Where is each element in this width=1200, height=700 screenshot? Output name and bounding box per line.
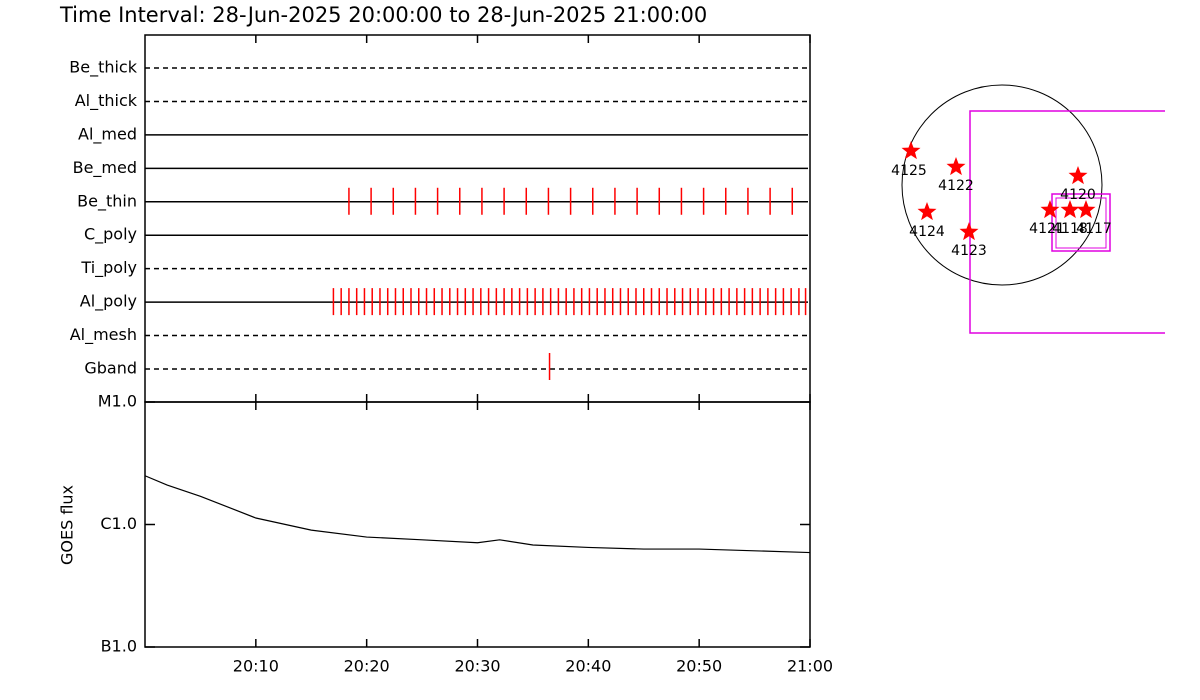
y-axis-label: GOES flux: [58, 485, 77, 565]
x-tick-label: 20:20: [344, 657, 390, 676]
region-star: [1076, 200, 1096, 219]
row-label: C_poly: [84, 225, 137, 245]
x-tick-label: 21:00: [787, 657, 833, 676]
y-tick-label: M1.0: [98, 392, 137, 411]
region-label: 4118: [1052, 221, 1088, 237]
region-star: [946, 157, 966, 176]
x-tick-label: 20:40: [565, 657, 611, 676]
row-label: Be_med: [73, 158, 137, 178]
row-label: Al_med: [78, 124, 137, 144]
x-tick-label: 20:10: [233, 657, 279, 676]
row-label: Al_poly: [80, 292, 137, 312]
region-label: 4120: [1060, 187, 1096, 203]
x-tick-label: 20:50: [676, 657, 722, 676]
solar-disk: [901, 84, 1103, 286]
region-label: 4124: [909, 224, 945, 240]
row-label: Al_mesh: [70, 325, 137, 345]
region-label: 4123: [951, 243, 987, 259]
timeline-frame: [144, 34, 811, 403]
fov-box: [969, 110, 1165, 334]
region-star: [1060, 200, 1080, 219]
row-label: Gband: [84, 359, 137, 378]
region-star: [1040, 200, 1060, 219]
region-label: 4117: [1076, 221, 1112, 237]
row-label: Ti_poly: [80, 258, 137, 278]
region-star: [1068, 166, 1088, 185]
row-label: Al_thick: [75, 91, 138, 111]
chart-title: Time Interval: 28-Jun-2025 20:00:00 to 2…: [59, 3, 707, 27]
y-tick-label: B1.0: [101, 637, 137, 656]
fov-box: [1051, 193, 1111, 252]
fov-box: [1055, 197, 1107, 249]
x-tick-label: 20:30: [454, 657, 500, 676]
goes-frame: [144, 401, 811, 648]
region-label: 4122: [938, 178, 974, 194]
region-label: 4121: [1029, 221, 1065, 237]
region-star: [901, 141, 921, 160]
row-label: Be_thin: [77, 191, 137, 211]
region-star: [917, 202, 937, 221]
region-label: 4125: [891, 163, 927, 179]
y-tick-label: C1.0: [100, 514, 137, 533]
goes-curve: [144, 475, 811, 554]
region-star: [959, 222, 979, 241]
row-label: Be_thick: [69, 58, 137, 78]
